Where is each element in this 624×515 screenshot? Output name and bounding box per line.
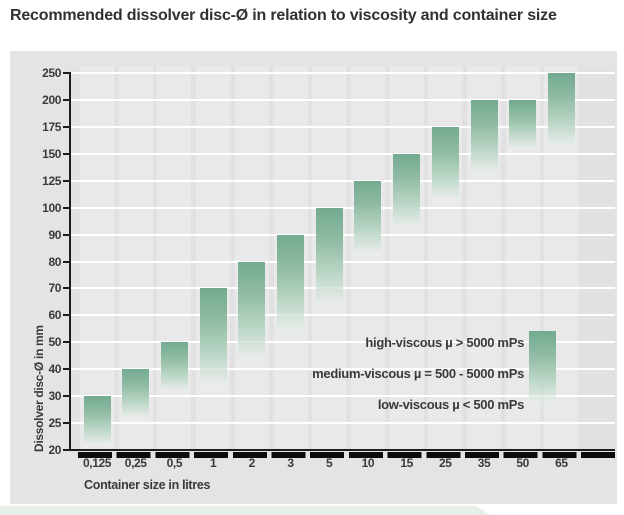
y-tick-label: 50 [48,335,61,350]
footer-accent-strip [0,506,490,515]
y-tick-mark [63,152,70,155]
legend-item-high-viscous: high-viscous µ > 5000 mPs [365,335,524,350]
x-tick-label: 65 [555,456,568,470]
y-tick-mark [63,314,70,317]
y-tick-mark [63,449,70,451]
bar-range [122,369,150,424]
gridline [70,422,615,425]
y-tick-label: 200 [42,92,61,107]
y-tick-mark [63,98,70,101]
gridline [70,152,615,155]
x-tick-label: 35 [477,456,491,470]
gridline [70,395,615,398]
bar-range [277,234,304,343]
x-tick-label: 0,5 [166,456,183,470]
y-tick-mark [63,233,70,236]
bar-range [83,396,111,450]
y-axis-title: Dissolver disc-Ø in mm [32,325,46,452]
bar-range [470,99,498,181]
y-tick-label: 70 [48,281,61,296]
x-axis-title: Container size in litres [84,478,211,492]
x-axis-dash-strip [78,452,615,458]
y-tick-mark [63,72,70,74]
chart-title: Recommended dissolver disc-Ø in relation… [10,7,557,24]
bar-range [431,126,459,208]
y-tick-label: 150 [42,146,61,161]
gridline [70,341,615,344]
y-tick-mark [63,125,70,128]
plot-column-stripe [389,66,424,450]
y-tick-mark [63,395,70,398]
bar-range [315,207,343,316]
y-tick-label: 30 [48,389,61,404]
y-tick-label: 250 [42,66,61,80]
bar-range [354,180,382,262]
x-axis-line [70,449,615,451]
plot-column-stripe [80,66,114,450]
x-tick-label: 15 [400,456,413,470]
gridline [70,314,615,317]
bar-range [393,153,421,235]
y-tick-label: 175 [42,119,61,134]
x-tick-label: 0,25 [124,456,147,470]
y-tick-label: 20 [48,443,61,457]
y-tick-mark [63,206,70,209]
x-tick-label: 25 [439,456,452,470]
y-tick-label: 80 [48,254,61,269]
x-tick-label: 0,125 [82,456,112,470]
y-tick-label: 25 [48,416,61,431]
legend-gradient-swatch [529,331,556,411]
bar-range [238,261,266,370]
y-tick-label: 125 [42,173,61,188]
x-tick-label: 1 [209,456,217,470]
bar-range [160,342,188,397]
y-tick-label: 90 [48,227,61,242]
legend-item-low-viscous: low-viscous µ < 500 mPs [377,397,524,412]
y-tick-mark [63,179,70,182]
x-tick-label: 2 [248,456,256,470]
y-tick-mark [63,260,70,263]
y-tick-mark [63,287,70,290]
x-tick-label: 3 [287,456,294,470]
x-tick-label: 5 [326,456,333,470]
plot-column-stripe [428,66,463,450]
plot-column-stripe [234,66,269,450]
gridline [70,72,615,74]
y-tick-mark [63,368,70,371]
gridline [70,98,615,101]
gridline [70,179,615,182]
y-tick-label: 40 [48,362,61,377]
bar-range [509,99,537,154]
y-tick-label: 100 [42,200,61,215]
x-tick-label: 50 [516,456,529,470]
y-tick-mark [63,341,70,344]
gridline [70,368,615,371]
y-tick-mark [63,422,70,425]
bar-range [199,288,227,397]
y-axis-line [69,72,71,451]
legend-item-medium-viscous: medium-viscous µ = 500 - 5000 mPs [312,366,524,381]
bar-range [547,73,575,154]
gridline [70,125,615,128]
y-tick-label: 60 [48,308,61,323]
x-tick-label: 10 [361,456,375,470]
